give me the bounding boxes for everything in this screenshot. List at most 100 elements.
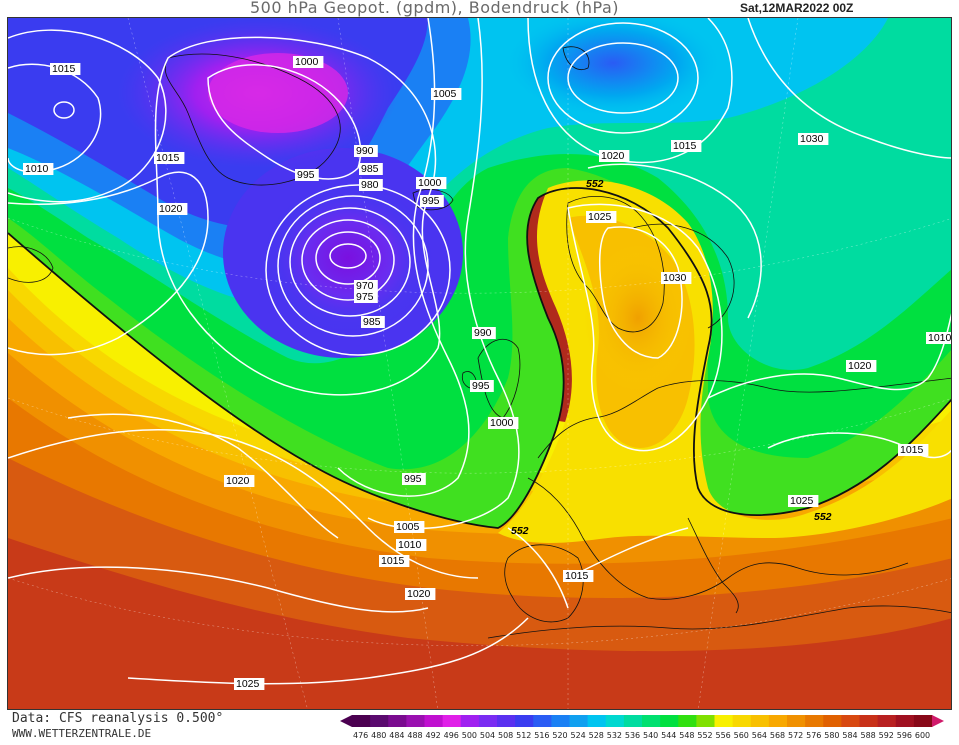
isobar-label: 1020 (846, 360, 877, 372)
legend-swatch (478, 715, 498, 727)
legend-swatch (442, 715, 462, 727)
isobar-label: 1000 (293, 56, 324, 68)
legend-tick-label: 512 (516, 731, 531, 740)
isobar-label-text: 985 (361, 163, 379, 175)
legend-tick-label: 588 (861, 731, 876, 740)
isobar-label: 1020 (405, 588, 436, 600)
isobar-label-text: 1010 (25, 163, 49, 175)
isobar-label-text: 1010 (928, 332, 952, 344)
isobar-label-text: 995 (422, 195, 440, 207)
legend-swatch (768, 715, 788, 727)
isobar-label: 1010 (926, 332, 952, 344)
isobar-label: 990 (354, 145, 378, 157)
legend-swatch (515, 715, 534, 727)
legend-swatch (388, 715, 407, 727)
isobar-label: 1010 (396, 539, 427, 551)
isobar-label-text: 1020 (226, 475, 250, 487)
legend-swatch (750, 715, 770, 727)
legend-swatch (714, 715, 734, 727)
isobar-label-text: 1015 (52, 63, 76, 75)
legend-tick-label: 536 (625, 731, 640, 740)
isobar-label: 995 (470, 380, 494, 392)
legend-tick-label: 540 (643, 731, 658, 740)
legend-tick-label: 496 (444, 731, 459, 740)
isobar-label: 985 (361, 316, 385, 328)
data-source: Data: CFS reanalysis 0.500° (12, 711, 224, 726)
isobar-label: 985 (359, 163, 383, 175)
legend-tick-label: 564 (752, 731, 767, 740)
color-legend: 476 480 484 488 492 496 500 504 508 512 516 520 524 5… (338, 714, 956, 741)
isobar-label-text: 1025 (790, 495, 814, 507)
legend-swatch (696, 715, 715, 727)
legend-tick-label: 532 (607, 731, 622, 740)
legend-swatch (406, 715, 425, 727)
isobar-label: 1015 (379, 555, 410, 567)
isobar-label-text: 990 (356, 145, 374, 157)
isobar-label: 1025 (586, 211, 617, 223)
legend-tick-label: 596 (897, 731, 912, 740)
isobar-label: 1010 (23, 163, 54, 175)
isobar-label-text: 1020 (601, 150, 625, 162)
isobar-label-text: 1005 (433, 88, 457, 100)
isobar-label-text: 1015 (673, 140, 697, 152)
isobar-label: 1030 (798, 133, 829, 145)
isobar-label-text: 995 (404, 473, 422, 485)
legend-tick-label: 524 (571, 731, 586, 740)
legend-tick-label: 484 (389, 731, 404, 740)
legend-swatch (533, 715, 552, 727)
legend-tick-label: 556 (716, 731, 731, 740)
isobar-label-text: 1030 (663, 272, 687, 284)
isobar-label: 1000 (416, 177, 447, 189)
isobar-label-text: 1015 (156, 152, 180, 164)
isobar-label: 990 (472, 327, 496, 339)
isobar-label: 1020 (599, 150, 630, 162)
legend-swatch (841, 715, 860, 727)
legend-swatch (460, 715, 480, 727)
legend-swatch (370, 715, 389, 727)
isobar-label: 1005 (394, 521, 425, 533)
map-datetime: Sat,12MAR2022 00Z (740, 1, 854, 15)
legend-tick-label: 576 (806, 731, 821, 740)
contour-label-552: 552 (814, 511, 832, 523)
map-title: 500 hPa Geopot. (gpdm), Bodendruck (hPa) (250, 0, 620, 17)
isobar-label-text: 1015 (381, 555, 405, 567)
isobar-label: 1025 (234, 678, 265, 690)
legend-tick-label: 508 (498, 731, 513, 740)
legend-swatch (660, 715, 679, 727)
isobar-label-text: 1005 (396, 521, 420, 533)
legend-swatch (352, 715, 371, 727)
legend-swatch (551, 715, 570, 727)
isobar-label: 1015 (154, 152, 185, 164)
isobar-label-text: 1025 (588, 211, 612, 223)
legend-swatch (913, 715, 933, 727)
legend-swatch (569, 715, 589, 727)
isobar-label: 1020 (157, 203, 188, 215)
isobar-label: 975 (354, 291, 378, 303)
legend-tick-label: 492 (426, 731, 441, 740)
isobar-label-text: 1000 (418, 177, 442, 189)
isobar-label: 970 (354, 280, 378, 292)
legend-tick-label: 548 (679, 731, 694, 740)
legend-tick-label: 600 (915, 731, 930, 740)
pressure-labels: 1015 1000 1005 1010 1015 990 985 980 995 1000 995 1… (23, 56, 952, 690)
legend-tick-label: 480 (371, 731, 386, 740)
contour-label-552: 552 (511, 525, 529, 537)
isobar-label: 1015 (50, 63, 81, 75)
legend-swatch (497, 715, 516, 727)
legend-tick-label: 552 (697, 731, 712, 740)
isobar-label-text: 1010 (398, 539, 422, 551)
isobar-label-text: 1020 (407, 588, 431, 600)
legend-tick-label: 560 (734, 731, 749, 740)
weather-map: 1015 1000 1005 1010 1015 990 985 980 995 1000 995 1… (7, 17, 952, 710)
legend-swatch (823, 715, 842, 727)
legend-swatch (605, 715, 625, 727)
legend-tick-label: 488 (407, 731, 422, 740)
isobar-label-text: 995 (297, 169, 315, 181)
legend-swatch (895, 715, 915, 727)
isobar-label-text: 970 (356, 280, 374, 292)
isobar-label: 1000 (488, 417, 519, 429)
legend-tick-label: 476 (353, 731, 368, 740)
isobar-label: 1025 (788, 495, 819, 507)
legend-arrow-high (932, 715, 944, 727)
isobar-label-text: 552 (814, 511, 832, 523)
